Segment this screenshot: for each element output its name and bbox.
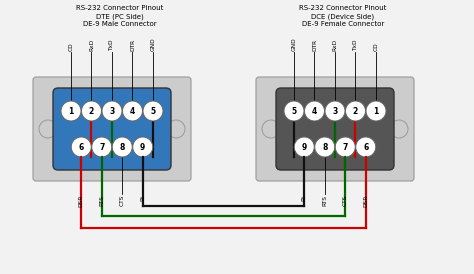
Text: RxD: RxD	[332, 39, 337, 51]
Circle shape	[102, 101, 122, 121]
Circle shape	[366, 101, 386, 121]
Text: RS-232 Connector Pinout
DTE (PC Side)
DE-9 Male Connector: RS-232 Connector Pinout DTE (PC Side) DE…	[76, 5, 164, 27]
FancyBboxPatch shape	[276, 88, 394, 170]
Circle shape	[284, 101, 304, 121]
Circle shape	[356, 137, 376, 157]
Text: RTS: RTS	[99, 195, 104, 206]
Circle shape	[325, 101, 345, 121]
Circle shape	[82, 101, 101, 121]
Text: 4: 4	[312, 107, 317, 116]
Text: 7: 7	[343, 142, 348, 152]
Circle shape	[92, 137, 112, 157]
Circle shape	[315, 137, 335, 157]
Text: 3: 3	[332, 107, 337, 116]
Text: 1: 1	[374, 107, 379, 116]
Circle shape	[133, 137, 153, 157]
Text: RI: RI	[140, 195, 145, 201]
Text: 4: 4	[130, 107, 135, 116]
Text: GND: GND	[292, 37, 297, 51]
Circle shape	[262, 120, 280, 138]
Text: RTS: RTS	[322, 195, 327, 206]
Text: RI: RI	[302, 195, 307, 201]
Text: 7: 7	[99, 142, 104, 152]
Text: 5: 5	[150, 107, 155, 116]
Text: CD: CD	[374, 42, 379, 51]
Circle shape	[304, 101, 325, 121]
Text: TxD: TxD	[109, 39, 115, 51]
Text: TxD: TxD	[353, 39, 358, 51]
Circle shape	[71, 137, 91, 157]
Circle shape	[294, 137, 314, 157]
Text: 3: 3	[109, 107, 115, 116]
Text: 9: 9	[140, 142, 146, 152]
Circle shape	[61, 101, 81, 121]
Circle shape	[122, 101, 143, 121]
Text: GND: GND	[151, 37, 155, 51]
Circle shape	[167, 120, 185, 138]
Text: DTR: DTR	[130, 39, 135, 51]
Text: 6: 6	[363, 142, 368, 152]
Text: RS-232 Connector Pinout
DCE (Device Side)
DE-9 Female Connector: RS-232 Connector Pinout DCE (Device Side…	[299, 5, 387, 27]
Text: CTS: CTS	[343, 195, 348, 206]
Text: DTR: DTR	[312, 39, 317, 51]
Text: 8: 8	[119, 142, 125, 152]
Text: RxD: RxD	[89, 39, 94, 51]
Text: DSR: DSR	[79, 195, 84, 207]
FancyBboxPatch shape	[53, 88, 171, 170]
Circle shape	[346, 101, 365, 121]
Text: CD: CD	[69, 42, 73, 51]
FancyBboxPatch shape	[256, 77, 414, 181]
Text: 1: 1	[68, 107, 73, 116]
Text: 2: 2	[353, 107, 358, 116]
Text: 2: 2	[89, 107, 94, 116]
Circle shape	[335, 137, 355, 157]
Circle shape	[390, 120, 408, 138]
Circle shape	[39, 120, 57, 138]
Circle shape	[112, 137, 132, 157]
FancyBboxPatch shape	[33, 77, 191, 181]
Circle shape	[143, 101, 163, 121]
Text: 9: 9	[301, 142, 307, 152]
Text: DSR: DSR	[363, 195, 368, 207]
Text: 8: 8	[322, 142, 328, 152]
Text: CTS: CTS	[120, 195, 125, 206]
Text: 6: 6	[79, 142, 84, 152]
Text: 5: 5	[292, 107, 297, 116]
